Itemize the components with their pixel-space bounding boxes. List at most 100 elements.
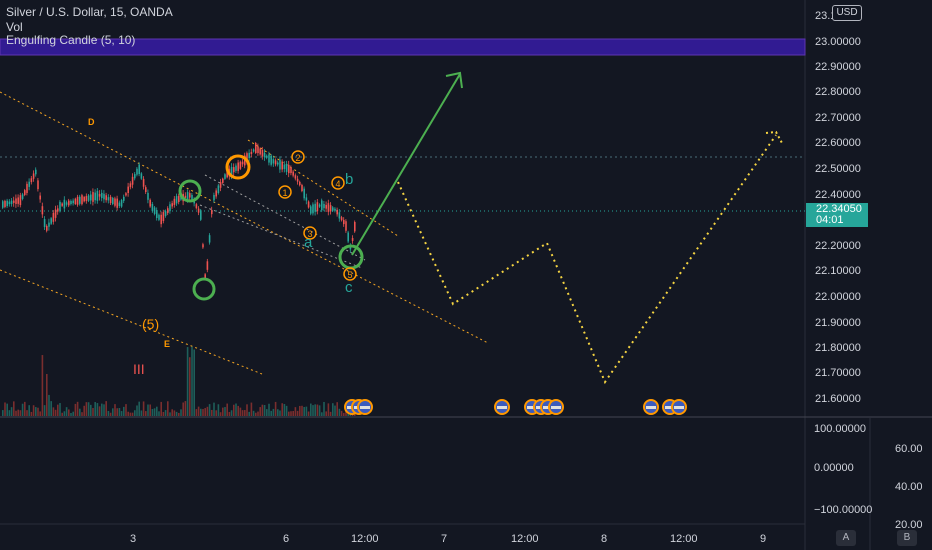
flag-stripe	[543, 406, 553, 409]
volume-bar	[160, 401, 162, 416]
volume-bar	[325, 411, 327, 416]
candle-body	[307, 201, 310, 208]
volume-bar	[230, 410, 233, 416]
volume-bar	[72, 411, 74, 416]
sub-wave-3: 3	[307, 229, 312, 239]
volume-bar	[6, 403, 8, 416]
volume-bar	[37, 407, 39, 416]
candle-body	[208, 235, 211, 243]
indicator-legend[interactable]: Engulfing Candle (5, 10)	[6, 33, 136, 47]
price-label: 21.90000	[815, 317, 861, 329]
wave-projection-path	[397, 134, 777, 385]
economic-events[interactable]	[344, 399, 687, 415]
price-label: 22.90000	[815, 61, 861, 73]
wave-label-a: a	[304, 234, 313, 251]
candle-body	[343, 219, 345, 225]
candle-body	[4, 200, 6, 207]
volume-bar	[202, 409, 204, 416]
price-label: 21.60000	[815, 393, 861, 405]
candlesticks	[2, 141, 356, 281]
volume-bar	[252, 410, 255, 416]
candle-body	[334, 208, 336, 211]
volume-bar	[270, 410, 272, 416]
candle-body	[147, 192, 149, 200]
candle-body	[79, 196, 81, 204]
candle-body	[318, 204, 321, 207]
volume-bar	[92, 408, 94, 416]
volume-bar	[59, 403, 61, 416]
candle-body	[270, 155, 272, 165]
volume-bar	[259, 407, 261, 416]
volume-bar	[261, 404, 264, 416]
volume-bar	[279, 410, 281, 416]
volume-bar	[107, 410, 110, 416]
volume-bar	[167, 401, 169, 416]
candle-body	[189, 193, 191, 198]
wave-marker-circle	[331, 176, 345, 190]
candle-body	[162, 212, 165, 221]
candle-body	[81, 195, 83, 205]
candle-body	[120, 200, 123, 207]
candle-body	[92, 192, 94, 202]
channel-line-mid	[204, 174, 366, 261]
volume-bar	[134, 410, 136, 416]
volume-bar	[2, 410, 4, 416]
candle-body	[85, 196, 88, 202]
candle-body	[105, 195, 107, 201]
candle-body	[230, 166, 233, 176]
volume-bar	[10, 407, 13, 416]
symbol-legend[interactable]: Silver / U.S. Dollar, 15, OANDA	[6, 5, 173, 19]
time-label: 3	[130, 533, 137, 545]
candle-body	[345, 221, 347, 231]
candle-body	[98, 193, 101, 197]
volume-bar	[257, 411, 259, 416]
volume-bar	[180, 409, 182, 416]
candle-body	[178, 196, 180, 202]
volume-bar	[32, 405, 35, 416]
trendline-upper	[0, 91, 489, 344]
volume-bar	[268, 403, 270, 416]
candle-body	[109, 196, 112, 204]
candle-body	[290, 167, 292, 174]
candle-body	[338, 212, 341, 219]
candle-body	[149, 199, 151, 207]
currency-badge[interactable]: USD	[832, 5, 862, 21]
candle-body	[54, 209, 57, 218]
volume-bar	[343, 412, 345, 416]
volume-bar	[233, 404, 235, 416]
candle-body	[153, 207, 156, 214]
candle-body	[255, 143, 257, 153]
volume-bar	[248, 411, 250, 416]
volume-bar	[321, 412, 323, 416]
volume-bar	[74, 403, 77, 416]
scale-settings-button[interactable]: B	[897, 530, 917, 546]
price-label: 22.80000	[815, 86, 861, 98]
bullish-arrowhead	[445, 71, 463, 89]
volume-bar	[312, 405, 314, 416]
green-circle-marker	[192, 277, 216, 301]
candle-body	[217, 185, 220, 194]
volume-bar	[21, 403, 24, 416]
auto-scale-button[interactable]: A	[836, 530, 856, 546]
time-label: 7	[441, 533, 448, 545]
candle-body	[72, 200, 74, 204]
candle-body	[167, 208, 169, 214]
volume-bar	[50, 401, 52, 416]
volume-bar	[296, 410, 299, 416]
volume-bar	[57, 404, 59, 416]
volume-bar	[266, 409, 268, 416]
volume-bar	[274, 401, 277, 416]
candle-body	[158, 214, 160, 220]
trendline-lower	[0, 269, 263, 375]
volume-bar	[94, 402, 96, 416]
volume-bar	[237, 405, 239, 416]
price-label: 22.00000	[815, 291, 861, 303]
candle-body	[272, 159, 275, 164]
candle-body	[321, 200, 323, 211]
candle-body	[131, 176, 134, 185]
sub-wave-4: 4	[335, 179, 340, 189]
volume-bar	[109, 412, 112, 416]
volume-legend[interactable]: Vol	[6, 20, 23, 34]
candle-body	[349, 246, 352, 250]
